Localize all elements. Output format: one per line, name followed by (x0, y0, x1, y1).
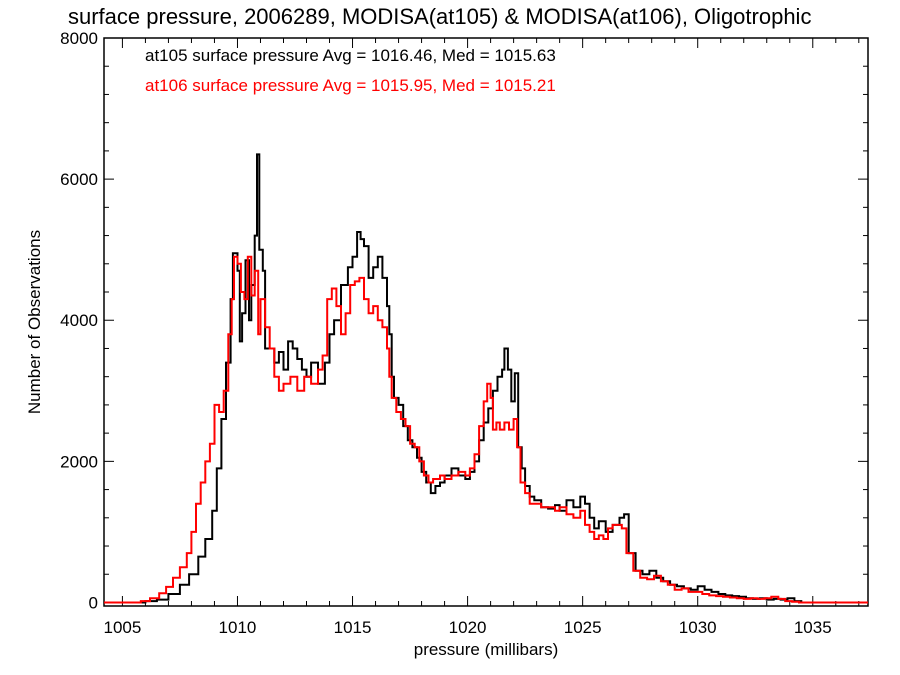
x-tick-label: 1010 (219, 618, 257, 637)
x-tick-label: 1030 (679, 618, 717, 637)
legend-entry-at106: at106 surface pressure Avg = 1015.95, Me… (145, 76, 556, 95)
y-tick-label: 8000 (60, 29, 98, 48)
plot-frame (103, 37, 869, 607)
x-tick-label: 1005 (103, 618, 141, 637)
axis-ticks (104, 37, 868, 606)
legend-entry-at105: at105 surface pressure Avg = 1016.46, Me… (145, 46, 556, 65)
x-tick-label: 1035 (794, 618, 832, 637)
chart-title: surface pressure, 2006289, MODISA(at105)… (68, 4, 811, 29)
x-tick-label: 1015 (334, 618, 372, 637)
y-tick-label: 6000 (60, 170, 98, 189)
series-at106-line (104, 255, 868, 604)
series-group (104, 153, 868, 604)
x-axis-label: pressure (millibars) (414, 640, 559, 659)
series-at105-line (104, 153, 868, 604)
x-tick-label: 1025 (564, 618, 602, 637)
axis-tick-labels: 1005 1010 1015 1020 1025 1030 1035 0 2000 4000 600… (60, 29, 832, 637)
x-tick-label: 1020 (449, 618, 487, 637)
y-tick-label: 0 (89, 593, 98, 612)
y-tick-label: 2000 (60, 452, 98, 471)
y-tick-label: 4000 (60, 311, 98, 330)
y-axis-label: Number of Observations (25, 230, 44, 414)
